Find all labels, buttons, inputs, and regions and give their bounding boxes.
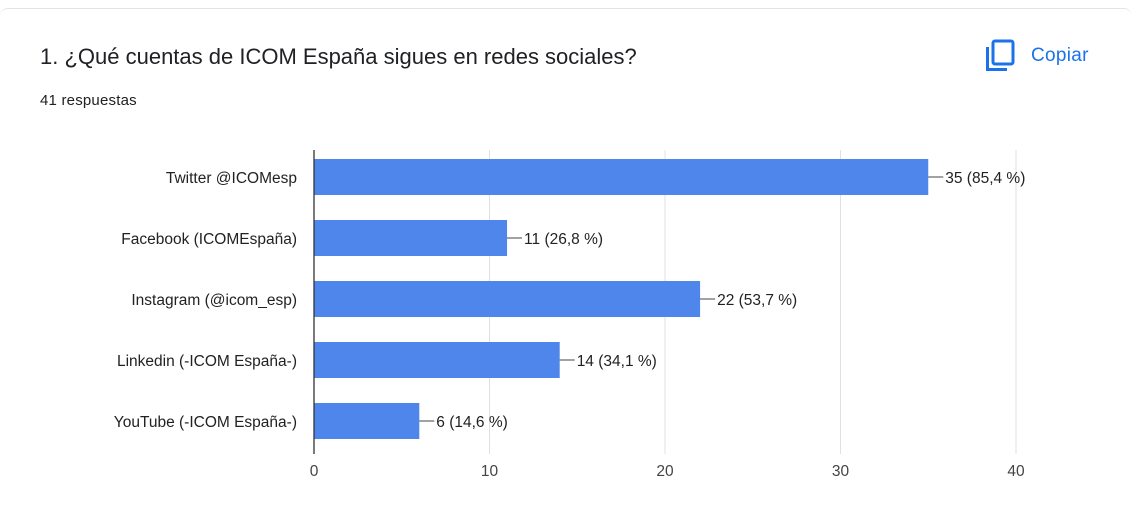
bar-1 (314, 220, 508, 256)
chart-card (0, 8, 1132, 528)
category-label-2: Instagram (@icom_esp) (131, 292, 297, 309)
category-label-0: Twitter @ICOMesp (166, 170, 297, 187)
bar-4 (314, 403, 420, 439)
category-label-3: Linkedin (-ICOM España-) (117, 353, 297, 370)
question-title: 1. ¿Qué cuentas de ICOM España sigues en… (40, 44, 637, 69)
x-tick-label-3: 30 (832, 463, 850, 480)
x-tick-label-0: 0 (310, 463, 319, 480)
copy-button[interactable]: Copiar (983, 38, 1089, 74)
x-tick-label-4: 40 (1007, 463, 1025, 480)
data-label-0: 35 (85,4 %) (945, 170, 1025, 187)
bar-0 (314, 159, 929, 195)
x-tick-label-2: 20 (656, 463, 674, 480)
bar-3 (314, 342, 560, 378)
data-label-3: 14 (34,1 %) (577, 353, 657, 370)
category-label-4: YouTube (-ICOM España-) (114, 414, 297, 431)
data-label-2: 22 (53,7 %) (717, 292, 797, 309)
data-label-4: 6 (14,6 %) (436, 414, 508, 431)
data-label-1: 11 (26,8 %) (524, 231, 603, 248)
copy-button-label: Copiar (1031, 45, 1089, 66)
copy-icon (986, 39, 1015, 71)
bar-2 (314, 281, 701, 317)
response-count: 41 respuestas (40, 92, 137, 109)
x-tick-label-1: 10 (481, 463, 499, 480)
category-label-1: Facebook (ICOMEspaña) (121, 231, 297, 248)
